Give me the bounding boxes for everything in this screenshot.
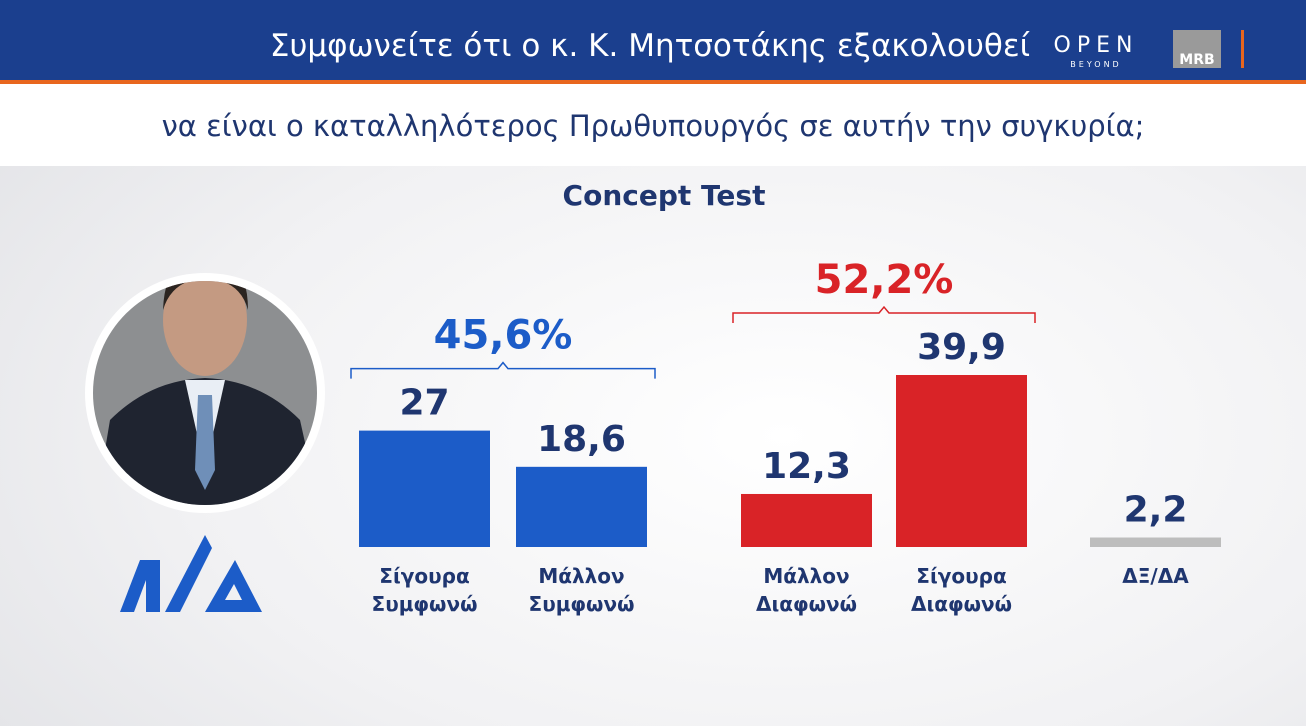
value-label: 12,3 bbox=[762, 446, 851, 487]
value-label: 2,2 bbox=[1124, 490, 1188, 531]
party-logo bbox=[120, 535, 262, 612]
bar bbox=[359, 430, 490, 547]
category-label: Μάλλον Διαφωνώ bbox=[755, 564, 858, 616]
header-stripe bbox=[0, 80, 1306, 84]
group-total: 52,2% bbox=[815, 257, 954, 303]
group-brace bbox=[350, 361, 656, 379]
value-label: 18,6 bbox=[537, 419, 626, 460]
logo-beyond: BEYOND bbox=[1070, 60, 1121, 69]
chart-title: Concept Test bbox=[563, 179, 766, 212]
portrait bbox=[85, 273, 325, 513]
bar bbox=[516, 466, 647, 547]
logo-divider bbox=[1241, 30, 1244, 68]
bar bbox=[741, 493, 872, 547]
logo-mrb: MRB bbox=[1179, 52, 1214, 68]
title: Συμφωνείτε ότι ο κ. Κ. Μητσοτάκης εξακολ… bbox=[270, 28, 1031, 64]
subtitle-band bbox=[0, 84, 1306, 166]
bar bbox=[1090, 537, 1221, 547]
header-bar bbox=[0, 0, 1306, 80]
logo-mrb-box bbox=[1173, 30, 1221, 68]
category-label: Μάλλον Συμφωνώ bbox=[528, 564, 635, 616]
bar bbox=[896, 375, 1027, 547]
category-label: Σίγουρα Διαφωνώ bbox=[910, 564, 1013, 616]
value-label: 39,9 bbox=[917, 327, 1006, 368]
logo-open: OPEN bbox=[1054, 33, 1139, 58]
category-label: Σίγουρα Συμφωνώ bbox=[371, 564, 478, 616]
value-label: 27 bbox=[399, 383, 449, 424]
category-label: ΔΞ/ΔΑ bbox=[1122, 564, 1189, 588]
subtitle: να είναι ο καταλληλότερος Πρωθυπουργός σ… bbox=[162, 109, 1145, 143]
group-brace bbox=[732, 305, 1036, 323]
group-total: 45,6% bbox=[434, 313, 573, 359]
